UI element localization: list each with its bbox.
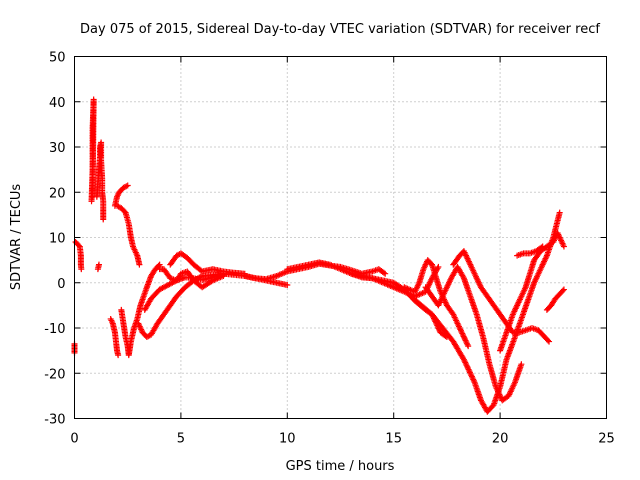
data-point-interp bbox=[538, 244, 545, 251]
data-point-interp bbox=[458, 329, 465, 336]
ticks bbox=[74, 56, 607, 419]
y-tick-label: 0 bbox=[57, 277, 65, 292]
series-segment-19 bbox=[422, 263, 525, 404]
y-tick-labels: -30 -20 -10 0 10 20 30 40 50 bbox=[44, 51, 65, 428]
series-segment-13 bbox=[167, 250, 248, 277]
data-point bbox=[124, 182, 131, 189]
series-segment-7 bbox=[111, 182, 131, 209]
data-point bbox=[382, 270, 389, 277]
x-tick-label: 20 bbox=[492, 432, 509, 447]
data-point-interp bbox=[461, 334, 468, 341]
x-tick-label: 25 bbox=[598, 432, 615, 447]
y-tick-label: -20 bbox=[44, 367, 65, 382]
series-segment-18 bbox=[407, 209, 563, 415]
data-point bbox=[560, 243, 567, 250]
data-point-interp bbox=[459, 331, 466, 338]
data-point bbox=[560, 286, 567, 293]
data-point bbox=[465, 343, 472, 350]
y-tick-label: 50 bbox=[49, 51, 66, 66]
data-point-interp bbox=[459, 330, 466, 337]
data-point-interp bbox=[463, 340, 470, 347]
series-segment-3 bbox=[88, 96, 97, 205]
data-point bbox=[456, 325, 463, 331]
data-point-interp bbox=[461, 336, 468, 343]
series-segment-22 bbox=[514, 243, 546, 259]
series-segment-21 bbox=[497, 229, 567, 354]
data-point-interp bbox=[464, 341, 471, 348]
series-segment-12 bbox=[156, 266, 227, 291]
y-tick-label: 20 bbox=[49, 186, 66, 201]
data-points bbox=[71, 96, 567, 415]
data-point bbox=[284, 282, 291, 289]
series-segment-2 bbox=[72, 239, 85, 273]
data-point-interp bbox=[380, 269, 387, 276]
data-point-interp bbox=[75, 242, 82, 249]
data-point-interp bbox=[457, 326, 464, 333]
data-point bbox=[100, 216, 107, 223]
y-tick-label: -30 bbox=[44, 413, 65, 428]
data-point bbox=[539, 243, 546, 250]
series-segment-17 bbox=[401, 257, 472, 350]
x-tick-label: 15 bbox=[385, 432, 402, 447]
data-point-interp bbox=[457, 327, 464, 334]
y-tick-label: 30 bbox=[49, 141, 66, 156]
x-tick-labels: 0 5 10 15 20 25 bbox=[70, 432, 614, 447]
data-point-interp bbox=[460, 333, 467, 340]
data-point bbox=[546, 338, 553, 345]
x-tick-label: 0 bbox=[70, 432, 78, 447]
gridlines bbox=[74, 56, 607, 419]
y-tick-label: 40 bbox=[49, 96, 66, 111]
series-segment-9 bbox=[118, 261, 163, 359]
series-segment-6 bbox=[107, 315, 122, 359]
y-tick-label: -10 bbox=[44, 322, 65, 337]
data-point-interp bbox=[462, 337, 469, 344]
data-point bbox=[435, 263, 442, 270]
series-segment-5 bbox=[93, 139, 107, 223]
data-point bbox=[518, 361, 525, 368]
data-point-interp bbox=[155, 262, 162, 269]
data-point bbox=[95, 261, 102, 268]
y-tick-label: 10 bbox=[49, 232, 66, 247]
x-tick-label: 10 bbox=[279, 432, 296, 447]
data-point-interp bbox=[544, 337, 551, 344]
chart-title: Day 075 of 2015, Sidereal Day-to-day VTE… bbox=[80, 22, 600, 37]
x-tick-label: 5 bbox=[177, 432, 185, 447]
data-point bbox=[136, 261, 143, 268]
series-segment-4 bbox=[94, 261, 102, 273]
series-segment-8 bbox=[114, 202, 143, 268]
data-point-interp bbox=[463, 338, 470, 345]
data-point bbox=[556, 209, 563, 216]
series-segment-23 bbox=[543, 286, 567, 313]
series-segment-20 bbox=[450, 248, 553, 345]
data-point bbox=[115, 352, 122, 359]
x-axis-label: GPS time / hours bbox=[286, 459, 395, 474]
data-point-interp bbox=[559, 287, 566, 294]
data-point bbox=[78, 266, 85, 273]
y-axis-label: SDTVAR / TECUs bbox=[9, 184, 24, 291]
